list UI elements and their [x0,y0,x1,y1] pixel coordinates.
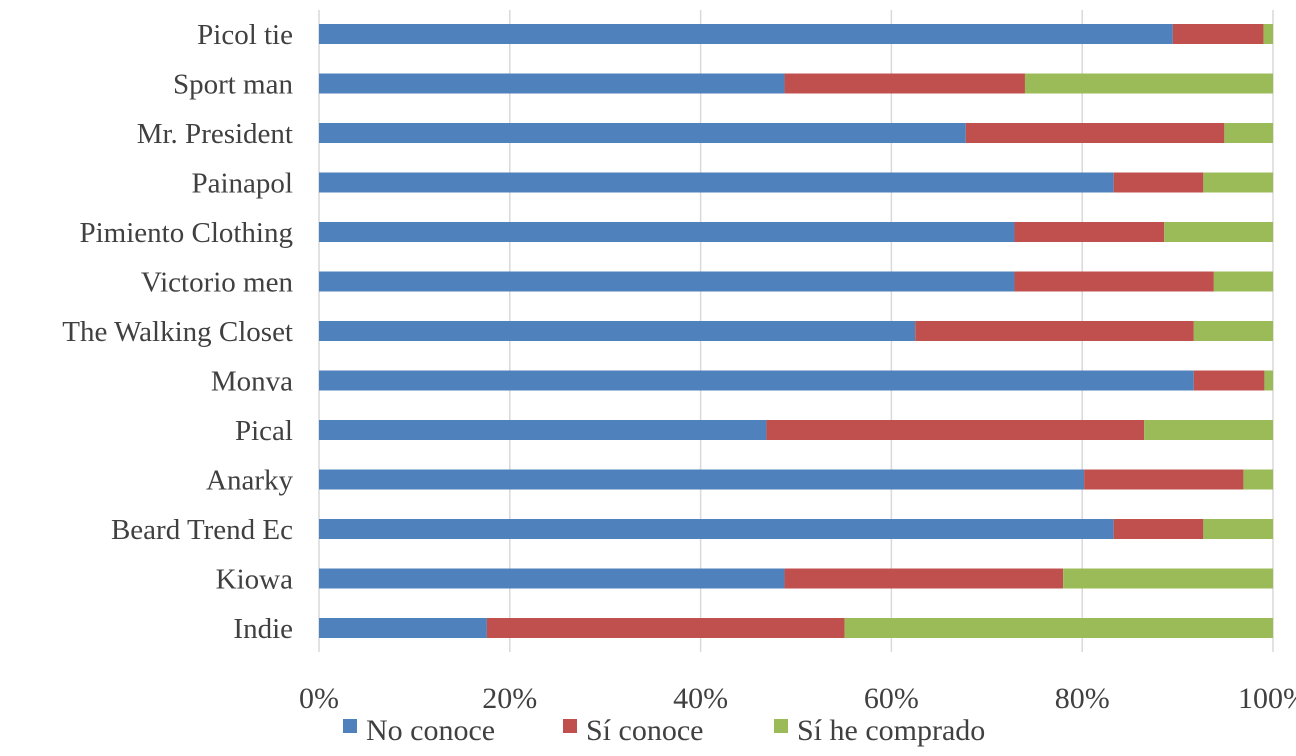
legend-label: Sí conoce [586,714,703,747]
bar-segment-2 [1243,469,1273,490]
bar-segment-1 [784,73,1025,94]
x-tick-label: 20% [482,682,537,715]
bar-segment-0 [319,370,1194,391]
category-label: Victorio men [141,267,294,299]
x-tick-label: 60% [864,682,919,715]
category-label: Anarky [206,465,293,497]
bar-segment-2 [1264,370,1273,391]
legend-swatch-0 [343,719,357,733]
bar-segment-2 [1193,321,1273,341]
bar-segment-0 [319,222,1015,242]
bar-segment-2 [1263,24,1273,44]
category-label: Mr. President [137,118,293,150]
bar-segment-0 [319,24,1173,44]
bar-segment-2 [1224,123,1273,143]
x-axis-tick-labels: 0% 20% 40% 60% 80% 100% [299,682,1296,715]
x-tick-label: 0% [299,682,339,715]
bar-segment-2 [1213,271,1273,292]
category-labels: Picol tie Sport man Mr. President Painapol P… [62,19,293,645]
bar-segment-1 [1193,370,1265,391]
category-label: Painapol [192,168,294,200]
bar-segment-2 [1144,420,1273,440]
bar-segment-1 [1014,271,1214,292]
bar-segment-1 [1113,519,1204,539]
legend-swatch-1 [563,719,577,733]
bar-segment-2 [1024,73,1273,94]
bar-segment-2 [1063,568,1273,589]
bar-segment-1 [766,420,1145,440]
bar-segment-0 [319,172,1114,193]
bar-segment-0 [319,568,785,589]
bar-segment-2 [844,618,1273,638]
category-label: Picol tie [197,19,293,51]
bar-segment-0 [319,469,1085,490]
bar-segment-0 [319,420,767,440]
bar-segment-0 [319,519,1114,539]
legend: No conoce Sí conoce Sí he comprado [343,714,985,747]
bar-segment-1 [784,568,1064,589]
bar-segment-2 [1203,519,1273,539]
category-label: Beard Trend Ec [111,514,293,546]
x-tick-label: 80% [1055,682,1110,715]
legend-label: Sí he comprado [797,714,985,747]
bar-segment-0 [319,123,966,143]
bar-segment-2 [1164,222,1273,242]
bar-segment-0 [319,618,487,638]
bar-segment-0 [319,73,785,94]
category-label: Kiowa [216,564,293,596]
category-label: Indie [233,613,293,645]
bar-segment-2 [1203,172,1273,193]
category-label: Pimiento Clothing [80,217,294,249]
legend-label: No conoce [366,714,495,747]
bar-segment-1 [965,123,1225,143]
bar-segment-1 [486,618,845,638]
bar-segment-0 [319,271,1015,292]
bars [319,24,1273,638]
x-tick-label: 40% [673,682,728,715]
bar-segment-1 [1113,172,1204,193]
category-label: The Walking Closet [62,316,293,348]
category-label: Pical [235,415,293,447]
bar-segment-1 [1172,24,1264,44]
bar-segment-1 [1084,469,1244,490]
category-label: Sport man [173,69,294,101]
legend-swatch-2 [774,719,788,733]
bar-segment-1 [915,321,1194,341]
bar-segment-1 [1014,222,1165,242]
category-label: Monva [211,366,293,398]
bar-segment-0 [319,321,916,341]
x-tick-label: 100% [1238,682,1296,715]
